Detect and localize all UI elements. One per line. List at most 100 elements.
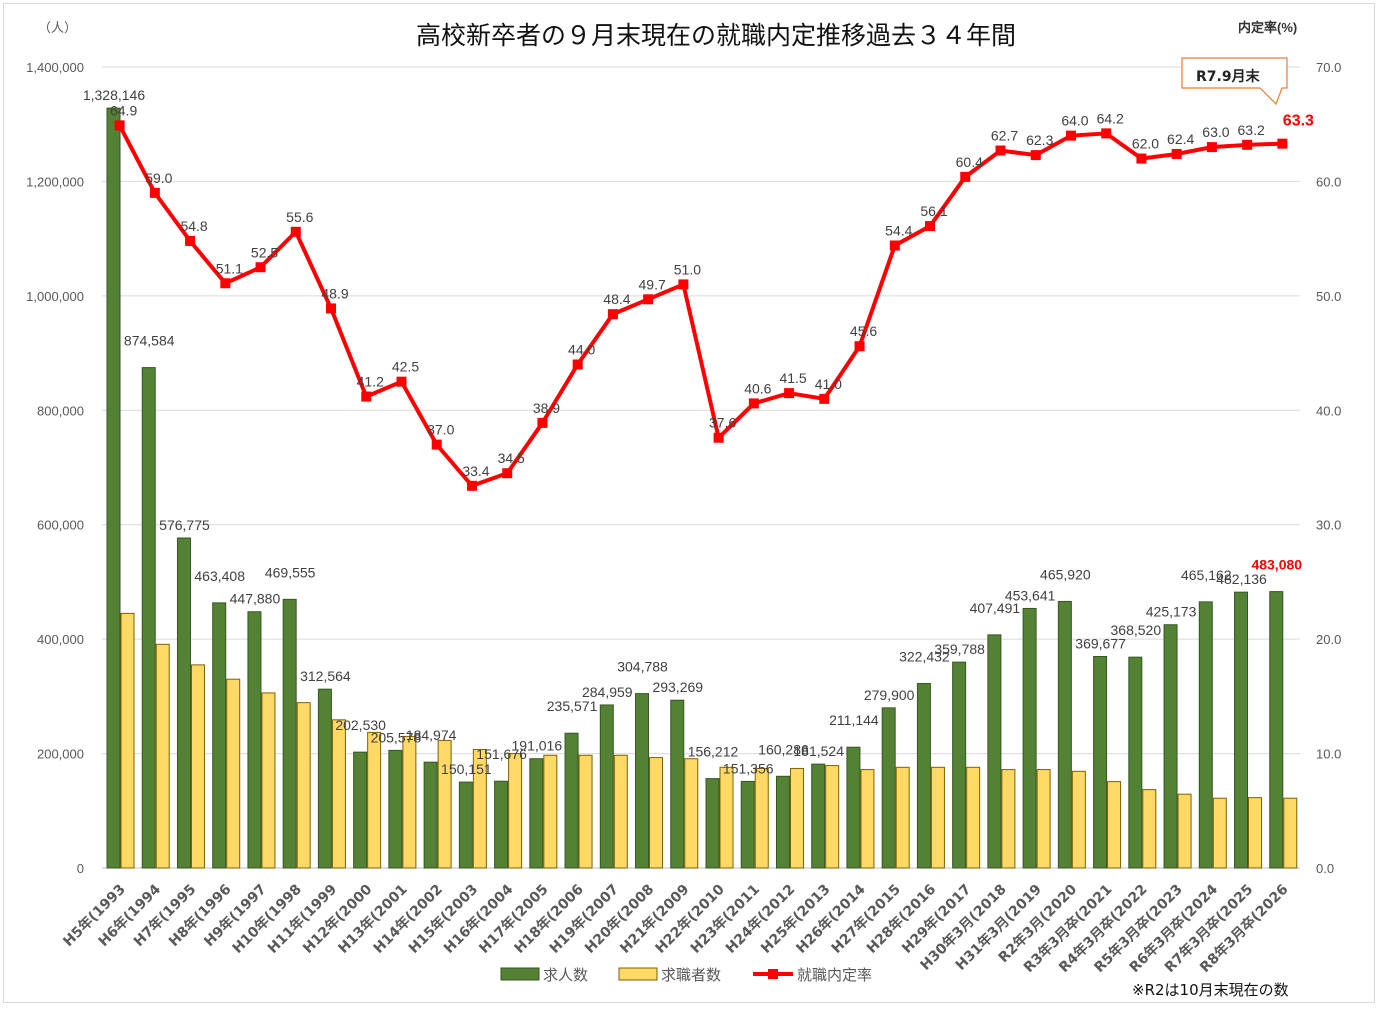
rate-marker xyxy=(748,398,759,409)
bar-job-offers xyxy=(529,758,544,869)
right-tick-label: 0.0 xyxy=(1316,861,1334,876)
bar-value-label: 368,520 xyxy=(1111,622,1162,638)
bar-value-label: 407,491 xyxy=(970,600,1021,616)
bar-job-offers xyxy=(740,780,755,869)
left-tick-label: 400,000 xyxy=(37,632,84,647)
bar-value-label: 151,676 xyxy=(476,746,527,762)
rate-marker xyxy=(819,393,830,404)
legend: 求人数 求職者数 就職内定率 xyxy=(500,966,872,984)
rate-marker xyxy=(1136,153,1147,164)
rate-value-label: 41.5 xyxy=(779,370,806,386)
bar-job-seekers xyxy=(613,754,628,869)
bar-value-label: 235,571 xyxy=(547,698,598,714)
bar-value-label: 181,524 xyxy=(793,743,844,759)
bar-job-offers xyxy=(1022,607,1037,869)
rate-value-label: 51.1 xyxy=(216,260,243,276)
rate-value-label: 52.5 xyxy=(251,244,278,260)
bar-job-offers xyxy=(775,775,790,869)
left-tick-label: 600,000 xyxy=(37,518,84,533)
bar-job-seekers xyxy=(1248,797,1263,869)
bar-job-offers xyxy=(1234,591,1249,869)
bar-job-offers xyxy=(670,699,685,869)
left-tick-label: 1,200,000 xyxy=(26,174,84,189)
bar-job-offers xyxy=(458,781,473,869)
bar-job-seekers xyxy=(367,731,382,869)
bar-job-seekers xyxy=(649,757,664,869)
right-tick-label: 30.0 xyxy=(1316,518,1341,533)
left-axis-unit: （人） xyxy=(38,20,77,35)
bar-job-seekers xyxy=(331,719,346,869)
bar-value-label: 1,328,146 xyxy=(83,87,145,103)
rate-value-label: 40.6 xyxy=(744,380,771,396)
bar-value-label: 463,408 xyxy=(194,568,245,584)
bar-job-offers xyxy=(388,749,403,869)
bar-job-seekers xyxy=(1212,797,1227,869)
bar-job-seekers xyxy=(684,758,699,869)
bar-job-offers xyxy=(705,778,720,869)
bar-value-label: 483,080 xyxy=(1251,557,1302,573)
bar-value-label: 482,136 xyxy=(1216,571,1267,587)
rate-marker xyxy=(854,341,865,352)
rate-value-label: 49.7 xyxy=(639,276,666,292)
bar-job-seekers xyxy=(578,754,593,869)
bar-value-label: 284,959 xyxy=(582,684,633,700)
rate-marker xyxy=(220,278,231,289)
callout: R7.9月末 xyxy=(1181,57,1288,106)
bar-job-seekers xyxy=(860,769,875,869)
left-tick-label: 1,000,000 xyxy=(26,289,84,304)
rate-marker xyxy=(960,171,971,182)
bar-job-seekers xyxy=(966,766,981,869)
bar-job-seekers xyxy=(1071,770,1086,869)
rate-value-label: 64.0 xyxy=(1061,113,1088,129)
bar-job-offers xyxy=(1163,624,1178,869)
bar-job-seekers xyxy=(1177,793,1192,869)
legend-label-job-offers: 求人数 xyxy=(543,966,588,984)
rate-value-label: 37.6 xyxy=(709,415,736,431)
bar-job-offers xyxy=(1093,655,1108,869)
bar-job-seekers xyxy=(155,643,170,869)
bar-job-offers xyxy=(176,537,191,869)
rate-value-label: 63.2 xyxy=(1238,122,1265,138)
callout-text: R7.9月末 xyxy=(1196,68,1261,85)
rate-value-label: 62.3 xyxy=(1026,132,1053,148)
bar-value-label: 312,564 xyxy=(300,668,351,684)
rate-value-label: 64.2 xyxy=(1097,110,1124,126)
rate-marker xyxy=(1242,139,1253,150)
rate-value-label: 64.9 xyxy=(110,102,137,118)
rate-marker xyxy=(678,279,689,290)
left-tick-label: 0 xyxy=(77,861,84,876)
rate-marker xyxy=(326,303,337,314)
bar-value-label: 465,920 xyxy=(1040,566,1091,582)
bar-job-offers xyxy=(881,707,896,869)
rate-value-label: 42.5 xyxy=(392,359,419,375)
rate-marker xyxy=(784,388,795,399)
rate-value-label: 51.0 xyxy=(674,261,701,277)
bar-value-label: 874,584 xyxy=(124,333,175,349)
legend-swatch-job-seekers xyxy=(618,967,658,981)
bar-job-offers xyxy=(1128,656,1143,869)
bar-value-label: 322,432 xyxy=(899,649,950,665)
rate-value-label: 44.0 xyxy=(568,342,595,358)
bar-value-label: 279,900 xyxy=(864,687,915,703)
rate-value-label: 48.4 xyxy=(603,291,630,307)
bar-value-label: 156,212 xyxy=(688,744,739,760)
rate-marker xyxy=(1030,150,1041,161)
bar-job-offers xyxy=(282,598,297,869)
rate-value-label: 60.4 xyxy=(956,154,983,170)
rate-value-label: 38.9 xyxy=(533,400,560,416)
rate-marker xyxy=(431,439,442,450)
bar-value-label: 425,173 xyxy=(1146,604,1197,620)
rate-marker xyxy=(643,294,654,305)
right-axis-unit: 内定率(%) xyxy=(1238,20,1297,35)
bar-job-offers xyxy=(952,661,967,869)
rate-marker xyxy=(1206,142,1217,153)
rate-value-label: 62.0 xyxy=(1132,136,1159,152)
bar-value-label: 150,151 xyxy=(441,761,492,777)
bar-job-seekers xyxy=(508,753,523,869)
bar-job-offers xyxy=(1057,600,1072,869)
bar-job-offers xyxy=(1269,591,1284,869)
bar-job-offers xyxy=(846,746,861,869)
right-tick-label: 40.0 xyxy=(1316,403,1341,418)
bar-job-seekers xyxy=(719,766,734,869)
rate-value-label: 45.6 xyxy=(850,323,877,339)
